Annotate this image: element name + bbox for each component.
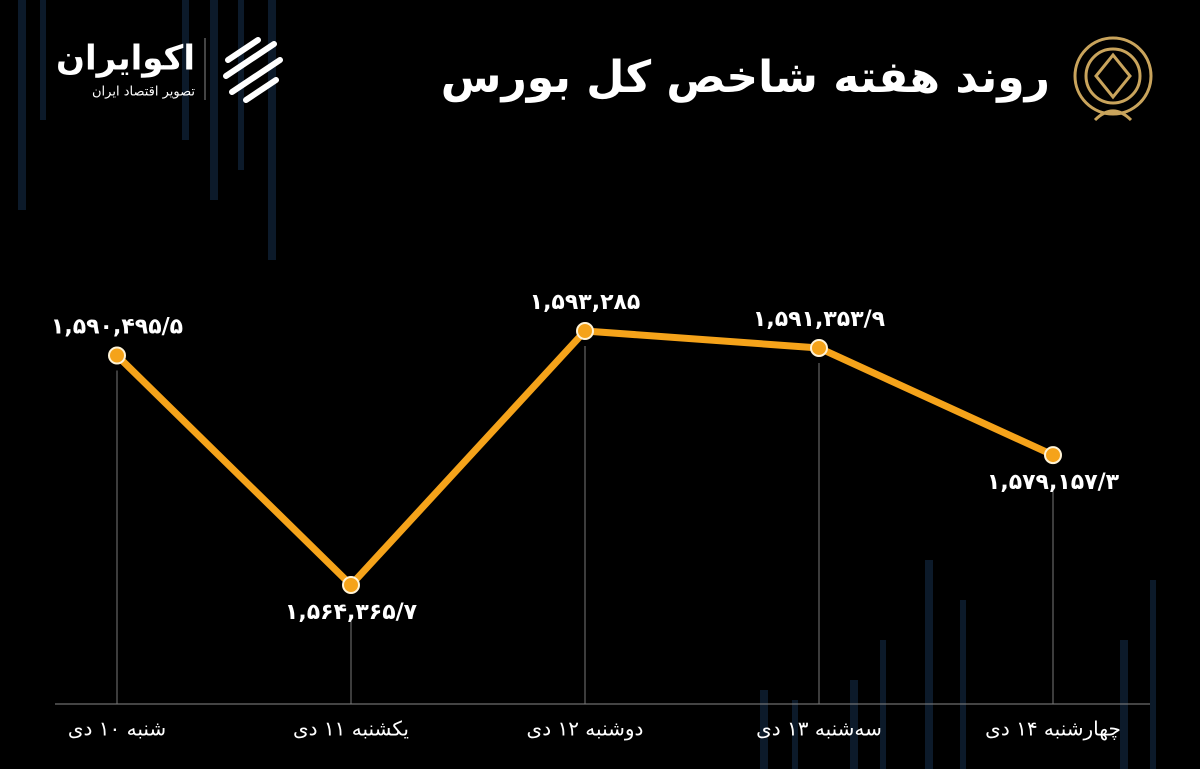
chart-title: روند هفته شاخص کل بورس [441, 52, 1050, 103]
data-point [810, 338, 828, 357]
x-tick-label: چهارشنبه ۱۴ دی [985, 717, 1121, 741]
x-tick-label: سه‌شنبه ۱۳ دی [756, 717, 882, 741]
data-point [342, 576, 360, 594]
value-label: ۱,۵۹۳,۲۸۵ [530, 290, 641, 315]
data-point [108, 346, 126, 365]
logo-name: اکوایران [56, 39, 195, 79]
x-tick-label: یکشنبه ۱۱ دی [293, 717, 409, 741]
x-tick-label: دوشنبه ۱۲ دی [527, 717, 644, 741]
emblem [1073, 36, 1153, 122]
data-point [1044, 446, 1062, 465]
plot: ۱,۵۹۰,۴۹۵/۵ شنبه ۱۰ دی ۱,۵۶۴,۳۶۵/۷ یکشنبه ۱… [51, 290, 1121, 741]
data-point [576, 322, 594, 340]
value-label: ۱,۵۹۰,۴۹۵/۵ [51, 315, 183, 340]
value-label: ۱,۵۶۴,۳۶۵/۷ [285, 600, 418, 625]
logo-icon [223, 37, 283, 103]
value-label: ۱,۵۷۹,۱۵۷/۳ [987, 470, 1120, 495]
x-tick-label: شنبه ۱۰ دی [68, 717, 166, 741]
logo-tagline: تصویر اقتصاد ایران [92, 85, 195, 100]
value-label: ۱,۵۹۱,۳۵۳/۹ [753, 307, 885, 332]
